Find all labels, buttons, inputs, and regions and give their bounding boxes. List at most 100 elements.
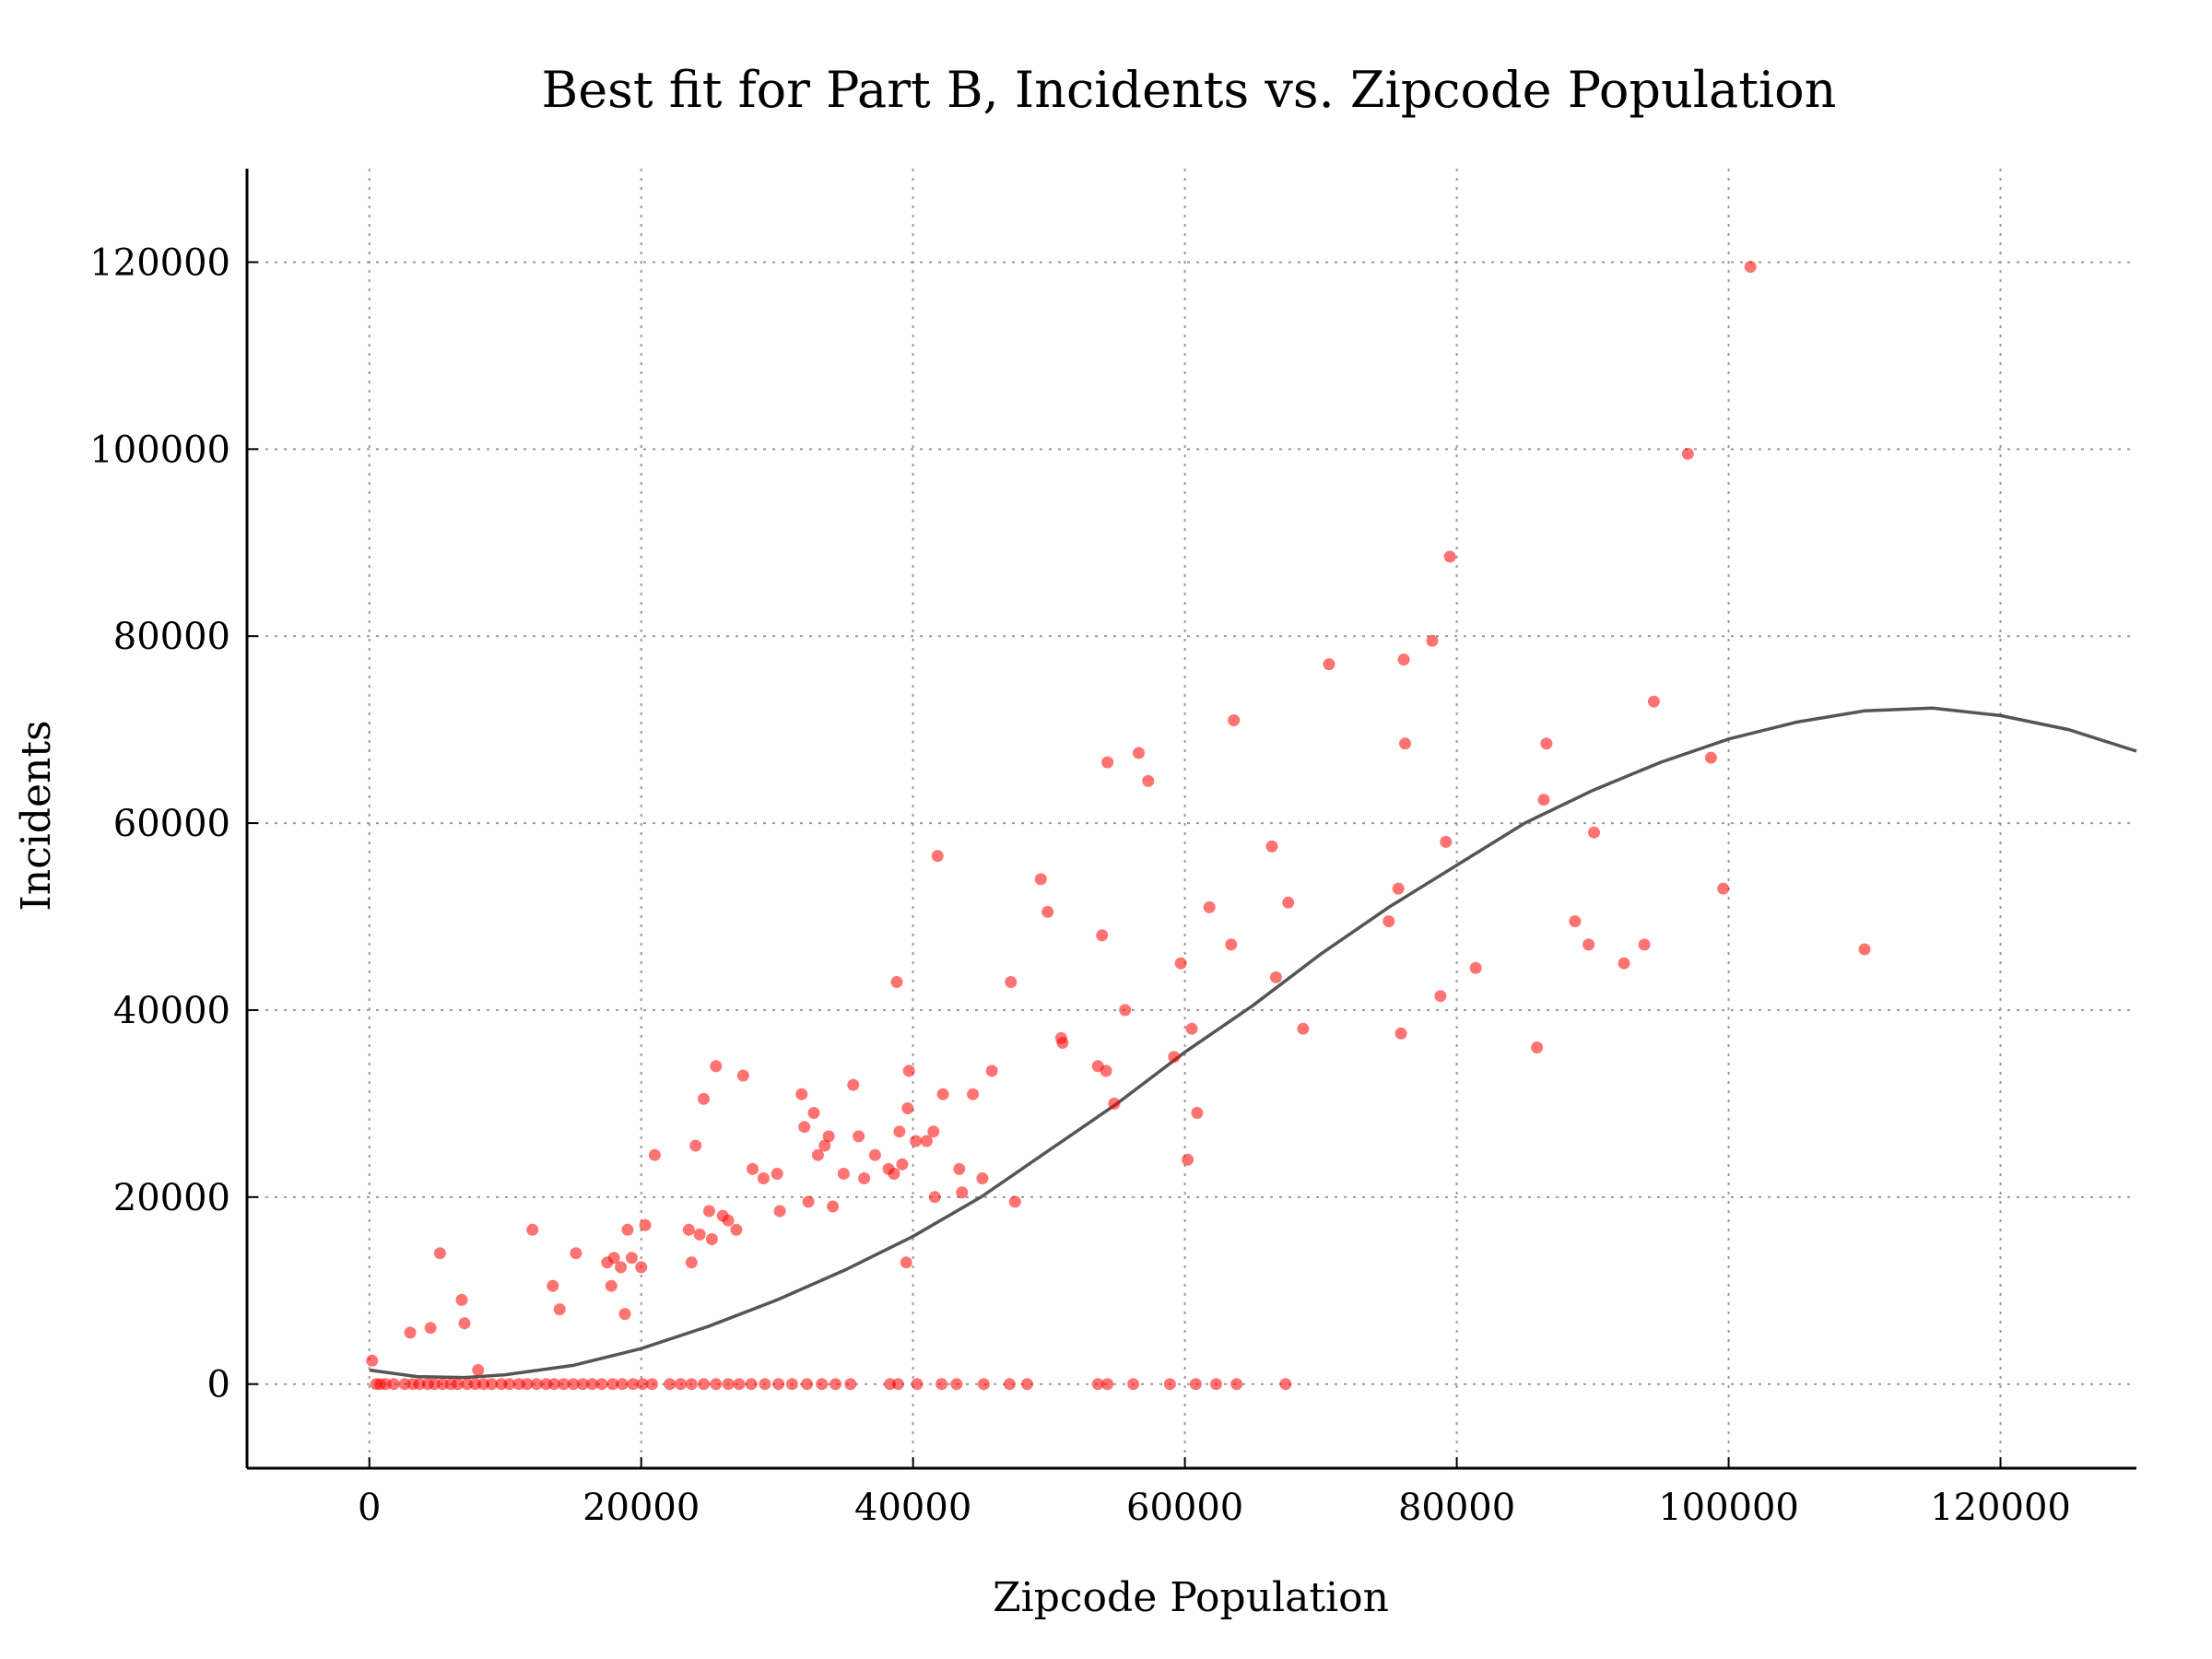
data-point [802, 1195, 815, 1208]
data-point [900, 1256, 912, 1269]
data-point [953, 1162, 966, 1175]
y-tick-label: 100000 [89, 429, 230, 471]
data-point [811, 1148, 824, 1161]
data-point [1583, 938, 1595, 951]
data-point [1210, 1378, 1222, 1391]
data-point [901, 1102, 914, 1114]
data-point [648, 1148, 661, 1161]
data-point [822, 1130, 835, 1143]
data-point [795, 1088, 808, 1100]
data-point [893, 1125, 906, 1138]
y-tick-label: 0 [207, 1364, 230, 1406]
data-point [977, 1378, 990, 1391]
data-point [1189, 1378, 1202, 1391]
data-point [1005, 976, 1018, 988]
data-point [458, 1317, 471, 1330]
data-point [553, 1303, 566, 1316]
data-point [1008, 1195, 1021, 1208]
data-point [976, 1172, 989, 1184]
data-point [888, 1168, 900, 1180]
data-point [1142, 774, 1155, 787]
data-point [911, 1378, 924, 1391]
data-point [807, 1107, 820, 1119]
data-point [936, 1088, 949, 1100]
data-point [1225, 938, 1238, 951]
data-point [1003, 1378, 1016, 1391]
data-point [1638, 938, 1651, 951]
data-point [639, 1218, 652, 1231]
data-point [1647, 695, 1660, 708]
data-point [853, 1130, 865, 1143]
data-point [1569, 915, 1582, 928]
data-point [710, 1378, 723, 1391]
data-point [1681, 447, 1694, 460]
data-point [956, 1186, 969, 1199]
data-point [646, 1378, 658, 1391]
data-point [404, 1326, 417, 1339]
data-point [1034, 873, 1047, 886]
data-point [798, 1121, 811, 1134]
y-tick-label: 120000 [89, 241, 230, 284]
y-tick-label: 40000 [113, 990, 230, 1032]
data-point [1323, 658, 1335, 671]
data-point [429, 1378, 441, 1391]
data-point [950, 1378, 963, 1391]
data-points-layer [366, 261, 1871, 1391]
data-point [1096, 929, 1109, 942]
x-axis-label: Zipcode Population [993, 1574, 1389, 1621]
data-point [605, 1279, 618, 1292]
data-point [567, 1378, 580, 1391]
data-point [570, 1247, 582, 1260]
data-point [1392, 882, 1405, 895]
data-point [1744, 261, 1757, 273]
data-point [1163, 1378, 1176, 1391]
data-point [928, 1191, 941, 1204]
x-tick-label: 20000 [582, 1487, 700, 1529]
y-tick-label: 80000 [113, 616, 230, 658]
data-point [1531, 1041, 1544, 1053]
data-point [927, 1125, 940, 1138]
data-point [910, 1135, 923, 1147]
data-point [757, 1172, 770, 1184]
data-point [664, 1378, 677, 1391]
data-point [530, 1378, 543, 1391]
data-point [818, 1139, 831, 1152]
data-point [772, 1378, 785, 1391]
data-point [1443, 550, 1456, 563]
data-point [547, 1279, 559, 1292]
data-point [606, 1378, 619, 1391]
data-point [635, 1261, 648, 1274]
data-point [424, 1322, 437, 1335]
data-point [1119, 1004, 1132, 1017]
x-tick-label: 0 [358, 1487, 381, 1529]
data-point [486, 1378, 498, 1391]
data-point [830, 1378, 842, 1391]
data-point [747, 1162, 759, 1175]
data-point [472, 1364, 485, 1376]
data-point [452, 1378, 465, 1391]
x-tick-label: 120000 [1930, 1487, 2071, 1529]
data-point [1108, 1097, 1121, 1110]
data-point [387, 1378, 400, 1391]
data-point [891, 1378, 904, 1391]
axes [245, 169, 2136, 1470]
x-tick-label: 40000 [854, 1487, 971, 1529]
data-point [1717, 882, 1730, 895]
data-point [801, 1378, 814, 1391]
data-point [455, 1293, 468, 1306]
data-point [705, 1233, 718, 1245]
data-point [1399, 737, 1411, 750]
data-point [1230, 1378, 1243, 1391]
data-point [985, 1065, 998, 1077]
data-point [1133, 747, 1145, 759]
data-point [890, 976, 903, 988]
data-point [379, 1378, 392, 1391]
data-point [1168, 1051, 1181, 1064]
data-point [837, 1168, 850, 1180]
data-point [1041, 905, 1054, 918]
data-point [1440, 835, 1453, 848]
data-point [967, 1088, 980, 1100]
data-point [1434, 990, 1447, 1003]
data-point [618, 1308, 631, 1321]
data-point [1279, 1378, 1292, 1391]
